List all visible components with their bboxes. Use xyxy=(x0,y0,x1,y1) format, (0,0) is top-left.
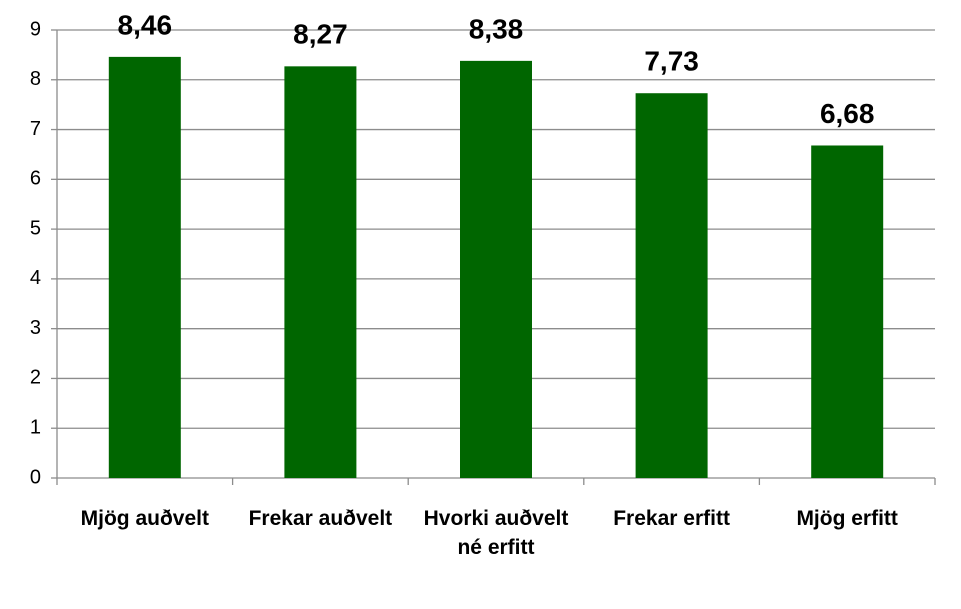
y-tick-label: 4 xyxy=(30,267,41,289)
y-tick-label: 1 xyxy=(30,417,41,439)
x-tick-label: Frekar erfitt xyxy=(613,507,730,530)
data-label: 8,38 xyxy=(469,13,524,44)
bar xyxy=(108,56,181,478)
y-tick-label: 3 xyxy=(30,317,41,339)
y-tick-label: 6 xyxy=(30,168,41,190)
y-tick-label: 0 xyxy=(30,466,41,488)
data-label: 6,68 xyxy=(820,98,875,129)
bar xyxy=(284,66,357,479)
x-tick-label: Hvorki auðvelt né erfitt xyxy=(423,507,569,560)
x-tick-label: Frekar auðvelt xyxy=(248,507,393,530)
y-tick-label: 7 xyxy=(30,118,41,140)
x-tick-label: Mjög auðvelt xyxy=(80,507,209,530)
bar xyxy=(635,93,708,479)
bar xyxy=(811,145,884,479)
y-tick-label: 2 xyxy=(30,367,41,389)
x-tick-label: Mjög erfitt xyxy=(796,507,898,530)
y-tick-label: 5 xyxy=(30,217,41,239)
data-label: 7,73 xyxy=(644,46,699,77)
data-label: 8,46 xyxy=(118,9,173,40)
bar xyxy=(460,60,532,479)
data-label: 8,27 xyxy=(293,19,348,50)
y-tick-label: 9 xyxy=(30,18,41,40)
y-tick-label: 8 xyxy=(30,68,41,90)
